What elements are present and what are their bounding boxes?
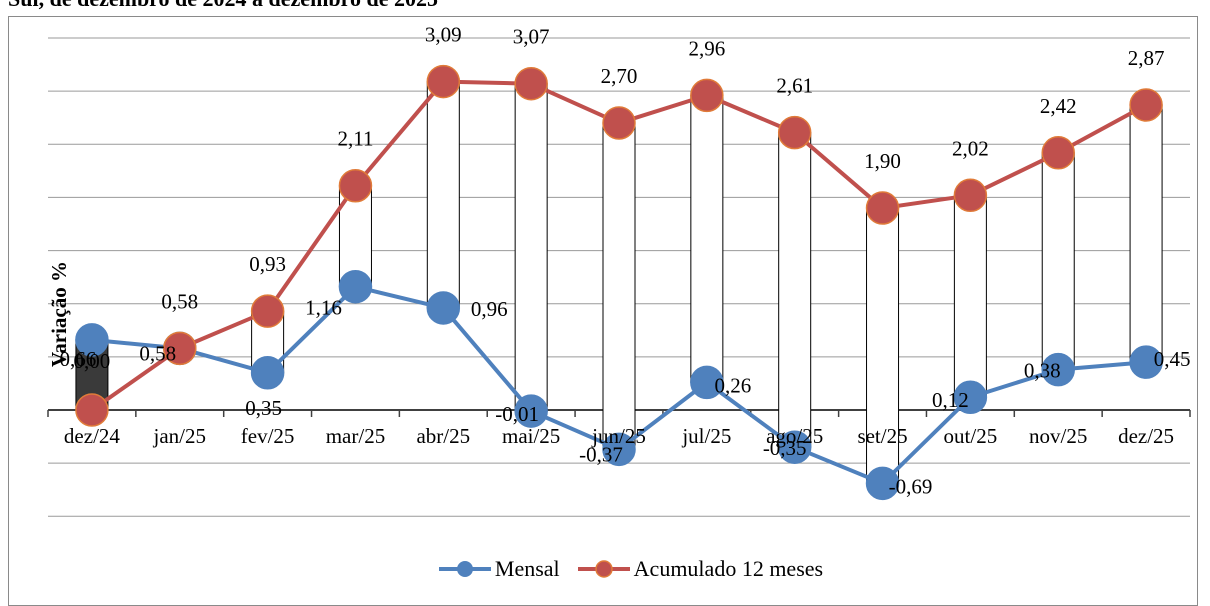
acumulado-point [514, 66, 548, 101]
acumulado-data-label: 1,90 [864, 149, 901, 173]
mensal-point [75, 323, 109, 357]
x-tick-label: set/25 [857, 424, 907, 448]
mensal-data-label: -0,69 [889, 474, 933, 498]
acumulado-data-label: 2,42 [1040, 94, 1077, 118]
acumulado-point [953, 178, 988, 213]
up-bar [426, 81, 460, 309]
page-title: Sul, de dezembro de 2024 a dezembro de 2… [8, 0, 438, 12]
up-bar [1041, 152, 1075, 371]
x-tick-label: abr/25 [416, 424, 470, 448]
mensal-data-label: -0,35 [763, 436, 807, 460]
up-bar [602, 122, 636, 450]
mensal-data-label: -0,37 [579, 442, 623, 466]
x-tick-label: mar/25 [326, 424, 385, 448]
x-tick-label: ago/25 [766, 424, 823, 448]
mensal-data-label: 0,66 [60, 347, 97, 371]
acumulado-point [690, 78, 724, 113]
acumulado-point [163, 331, 197, 366]
mensal-point [338, 269, 373, 304]
mensal-data-label: 0,35 [245, 396, 282, 420]
legend-label-mensal: Mensal [494, 556, 560, 581]
x-tick-label: mai/25 [502, 424, 560, 448]
acumulado-data-label: 0,00 [74, 349, 111, 373]
acumulado-point [1041, 136, 1075, 170]
y-axis-title: Variação % [47, 261, 71, 367]
acumulado-data-label: 3,07 [513, 25, 550, 49]
legend-item-mensal[interactable]: Mensal [438, 556, 560, 582]
mensal-point [1129, 345, 1163, 379]
up-bar [1129, 104, 1163, 363]
mensal-data-label: 0,45 [1154, 347, 1191, 371]
acumulado-data-label: 3,09 [425, 23, 462, 47]
x-tick-label: dez/24 [64, 424, 120, 448]
x-tick-label: dez/25 [1118, 424, 1174, 448]
up-bar [690, 94, 724, 383]
x-tick-label: jul/25 [681, 424, 731, 448]
acumulado-point [250, 294, 285, 328]
mensal-point [865, 466, 900, 501]
mensal-data-label: 0,58 [139, 341, 176, 365]
x-tick-label: jan/25 [153, 424, 207, 448]
up-bar [514, 83, 548, 412]
mensal-point [426, 291, 461, 325]
x-tick-label: out/25 [944, 424, 998, 448]
acumulado-point [1129, 88, 1163, 122]
legend-item-acumulado[interactable]: Acumulado 12 meses [577, 556, 824, 582]
mensal-data-label: 0,26 [714, 373, 751, 397]
x-tick-label: nov/25 [1029, 424, 1087, 448]
acumulado-point [865, 191, 900, 225]
acumulado-point [777, 115, 812, 150]
x-tick-label: fev/25 [241, 424, 295, 448]
legend: Mensal Acumulado 12 meses [382, 545, 880, 593]
mensal-point [1041, 352, 1075, 387]
acumulado-point [602, 106, 636, 140]
acumulado-data-label: 2,11 [337, 127, 373, 151]
mensal-data-label: 1,16 [305, 296, 342, 320]
acumulado-point [426, 64, 461, 99]
acumulado-data-label: 2,02 [952, 136, 989, 160]
mensal-point [690, 365, 724, 400]
acumulado-data-label: 0,93 [249, 252, 286, 276]
mensal-point [953, 380, 988, 414]
mensal-point [777, 430, 812, 464]
mensal-data-label: 0,12 [932, 388, 969, 412]
up-bar [953, 194, 987, 398]
mensal-point [514, 394, 548, 428]
mensal-data-label: -0,01 [495, 402, 539, 426]
mensal-point [602, 432, 636, 467]
mensal-point [250, 356, 285, 390]
mensal-data-label: 0,38 [1024, 359, 1061, 383]
acumulado-point [75, 393, 109, 427]
legend-label-acumulado: Acumulado 12 meses [633, 556, 824, 581]
x-tick-label: jun/25 [591, 424, 646, 448]
acumulado-data-label: 2,96 [688, 36, 725, 60]
up-bar [778, 132, 812, 448]
acumulado-data-label: 2,61 [776, 74, 813, 98]
acumulado-data-label: 2,70 [601, 64, 638, 88]
acumulado-point [338, 168, 373, 203]
legend-swatch-mensal [438, 561, 491, 577]
acumulado-data-label: 0,58 [161, 289, 198, 313]
mensal-data-label: 0,96 [471, 297, 508, 321]
legend-swatch-acumulado [577, 560, 630, 578]
acumulado-data-label: 2,87 [1128, 46, 1165, 70]
